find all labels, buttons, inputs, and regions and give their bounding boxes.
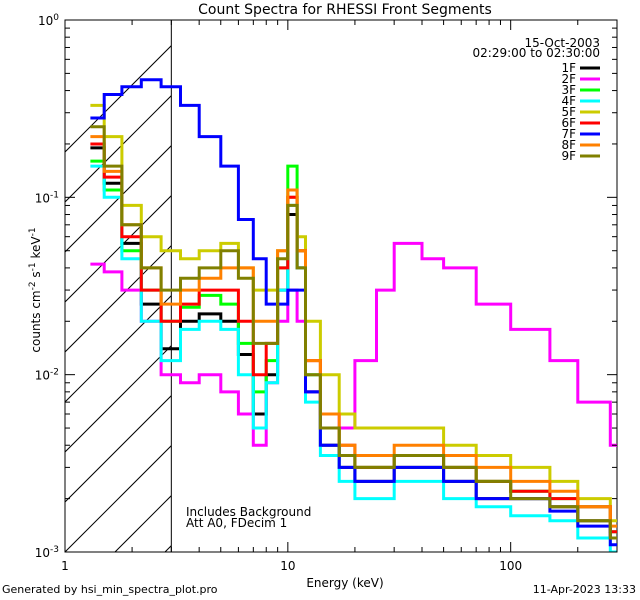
- hatch-line: [515, 0, 640, 552]
- annotation-time-range: 02:29:00 to 02:30:00: [473, 46, 600, 60]
- legend-label-7f: 7F: [561, 127, 576, 141]
- x-tick-label: 10: [280, 559, 295, 573]
- y-tick-label: 100: [38, 13, 59, 28]
- series-2f-line: [90, 241, 617, 447]
- hatch-line: [615, 0, 640, 552]
- plot-frame: [64, 19, 618, 553]
- hatch-line: [65, 294, 172, 403]
- annotation-background: Includes Background: [186, 505, 311, 519]
- legend-label-5f: 5F: [561, 105, 576, 119]
- hatched-background-region: [65, 0, 640, 552]
- series-9f-line: [90, 125, 617, 540]
- x-tick-label: 100: [499, 559, 522, 573]
- legend-label-9f: 9F: [561, 149, 576, 163]
- legend-label-6f: 6F: [561, 116, 576, 130]
- y-tick-label: 10-1: [35, 190, 59, 205]
- hatch-line: [65, 444, 172, 552]
- series-layer: [90, 78, 617, 552]
- annotation-date: 15-Oct-2003: [524, 36, 600, 50]
- x-tick-label: 1: [61, 559, 69, 573]
- x-axis-label: Energy (keV): [306, 576, 383, 590]
- footer-timestamp: 11-Apr-2023 13:33: [532, 583, 636, 596]
- legend-label-3f: 3F: [561, 83, 576, 97]
- y-tick-label: 10-2: [35, 368, 59, 383]
- hatch-line: [365, 0, 640, 552]
- footer-generated-by: Generated by hsi_min_spectra_plot.pro: [2, 583, 218, 596]
- hatch-line: [265, 0, 640, 552]
- legend-label-1f: 1F: [561, 61, 576, 75]
- y-tick-label: 10-3: [35, 545, 59, 560]
- annotation-attenuator: Att A0, FDecim 1: [186, 516, 287, 530]
- hatch-line: [65, 194, 172, 303]
- hatch-line: [465, 0, 640, 552]
- hatch-line: [65, 44, 172, 153]
- axes-layer: 1 10 100 10-3 10-2 10-1 100: [35, 13, 618, 573]
- hatch-line: [65, 94, 172, 203]
- series-7f-line: [90, 78, 617, 547]
- legend-label-2f: 2F: [561, 72, 576, 86]
- series-4f-line: [90, 164, 617, 552]
- legend-label-4f: 4F: [561, 94, 576, 108]
- hatch-line: [65, 394, 172, 503]
- legend-label-8f: 8F: [561, 138, 576, 152]
- hatch-line: [65, 144, 172, 253]
- chart-title: Count Spectra for RHESSI Front Segments: [198, 2, 492, 18]
- hatch-line: [415, 0, 640, 552]
- hatch-line: [65, 344, 172, 453]
- hatch-line: [565, 0, 640, 552]
- y-axis-label: counts cm-2 s-1 keV-1: [28, 227, 43, 352]
